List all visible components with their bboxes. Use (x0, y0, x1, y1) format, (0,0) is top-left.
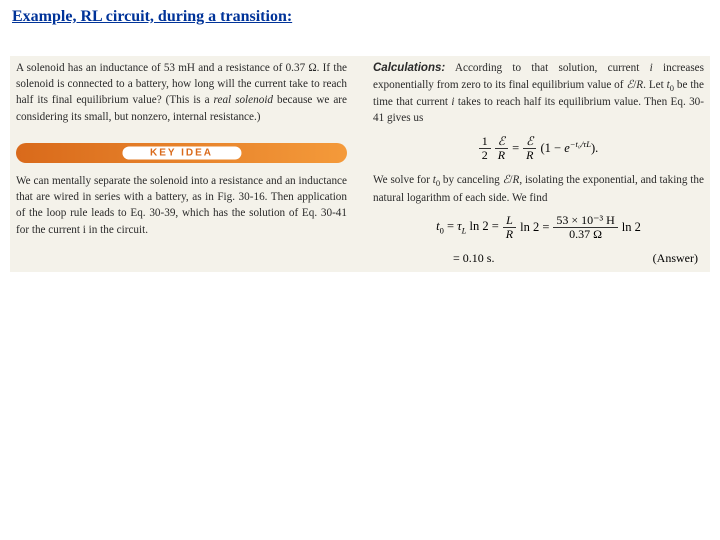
right-column: Calculations: According to that solution… (373, 60, 704, 266)
key-idea-text: We can mentally separate the solenoid in… (16, 173, 347, 238)
eq1-lhs-num: 1 (479, 135, 491, 149)
calculations-label: Calculations: (373, 62, 445, 74)
eq2-mid: ln 2 = (520, 221, 549, 235)
eq2-LR-den: R (503, 228, 516, 241)
eq1-mid-num: ℰ (495, 135, 508, 149)
eq2-tail: ln 2 (622, 221, 641, 235)
eq2-lead: t0 = τL ln 2 = (436, 220, 499, 236)
key-idea-banner: KEY IDEA (16, 143, 347, 163)
eq1-exponent: −t₀/τL (570, 139, 591, 149)
two-column-layout: A solenoid has an inductance of 53 mH an… (10, 56, 710, 272)
eq1-mid-den: R (495, 149, 508, 162)
final-answer-value: = 0.10 s. (453, 251, 494, 266)
eq1-rhs-den: R (523, 149, 536, 162)
eq2-LR-num: L (503, 214, 516, 228)
eq2-val-num: 53 × 10⁻³ H (553, 214, 617, 228)
eq1-tail: (1 − e−t₀/τL). (540, 140, 598, 156)
calculations-between: We solve for t0 by canceling ℰ/R, isolat… (373, 172, 704, 206)
eq2-val-den: 0.37 Ω (553, 228, 617, 241)
eq1-rhs-num: ℰ (523, 135, 536, 149)
answer-row: = 0.10 s. (Answer) (373, 251, 704, 266)
problem-statement: A solenoid has an inductance of 53 mH an… (16, 60, 347, 125)
answer-label: (Answer) (653, 251, 698, 266)
eq1-lhs-den: 2 (479, 149, 491, 162)
page-title: Example, RL circuit, during a transition… (12, 8, 710, 26)
left-column: A solenoid has an inductance of 53 mH an… (16, 60, 347, 266)
equation-2: t0 = τL ln 2 = L R ln 2 = 53 × 10⁻³ H 0.… (373, 214, 704, 241)
equation-1: 1 2 ℰ R = ℰ R (1 − e−t₀/τL). (373, 135, 704, 162)
eq1-close: ). (591, 142, 598, 156)
calculations-intro: Calculations: According to that solution… (373, 60, 704, 127)
key-idea-label: KEY IDEA (122, 146, 241, 159)
